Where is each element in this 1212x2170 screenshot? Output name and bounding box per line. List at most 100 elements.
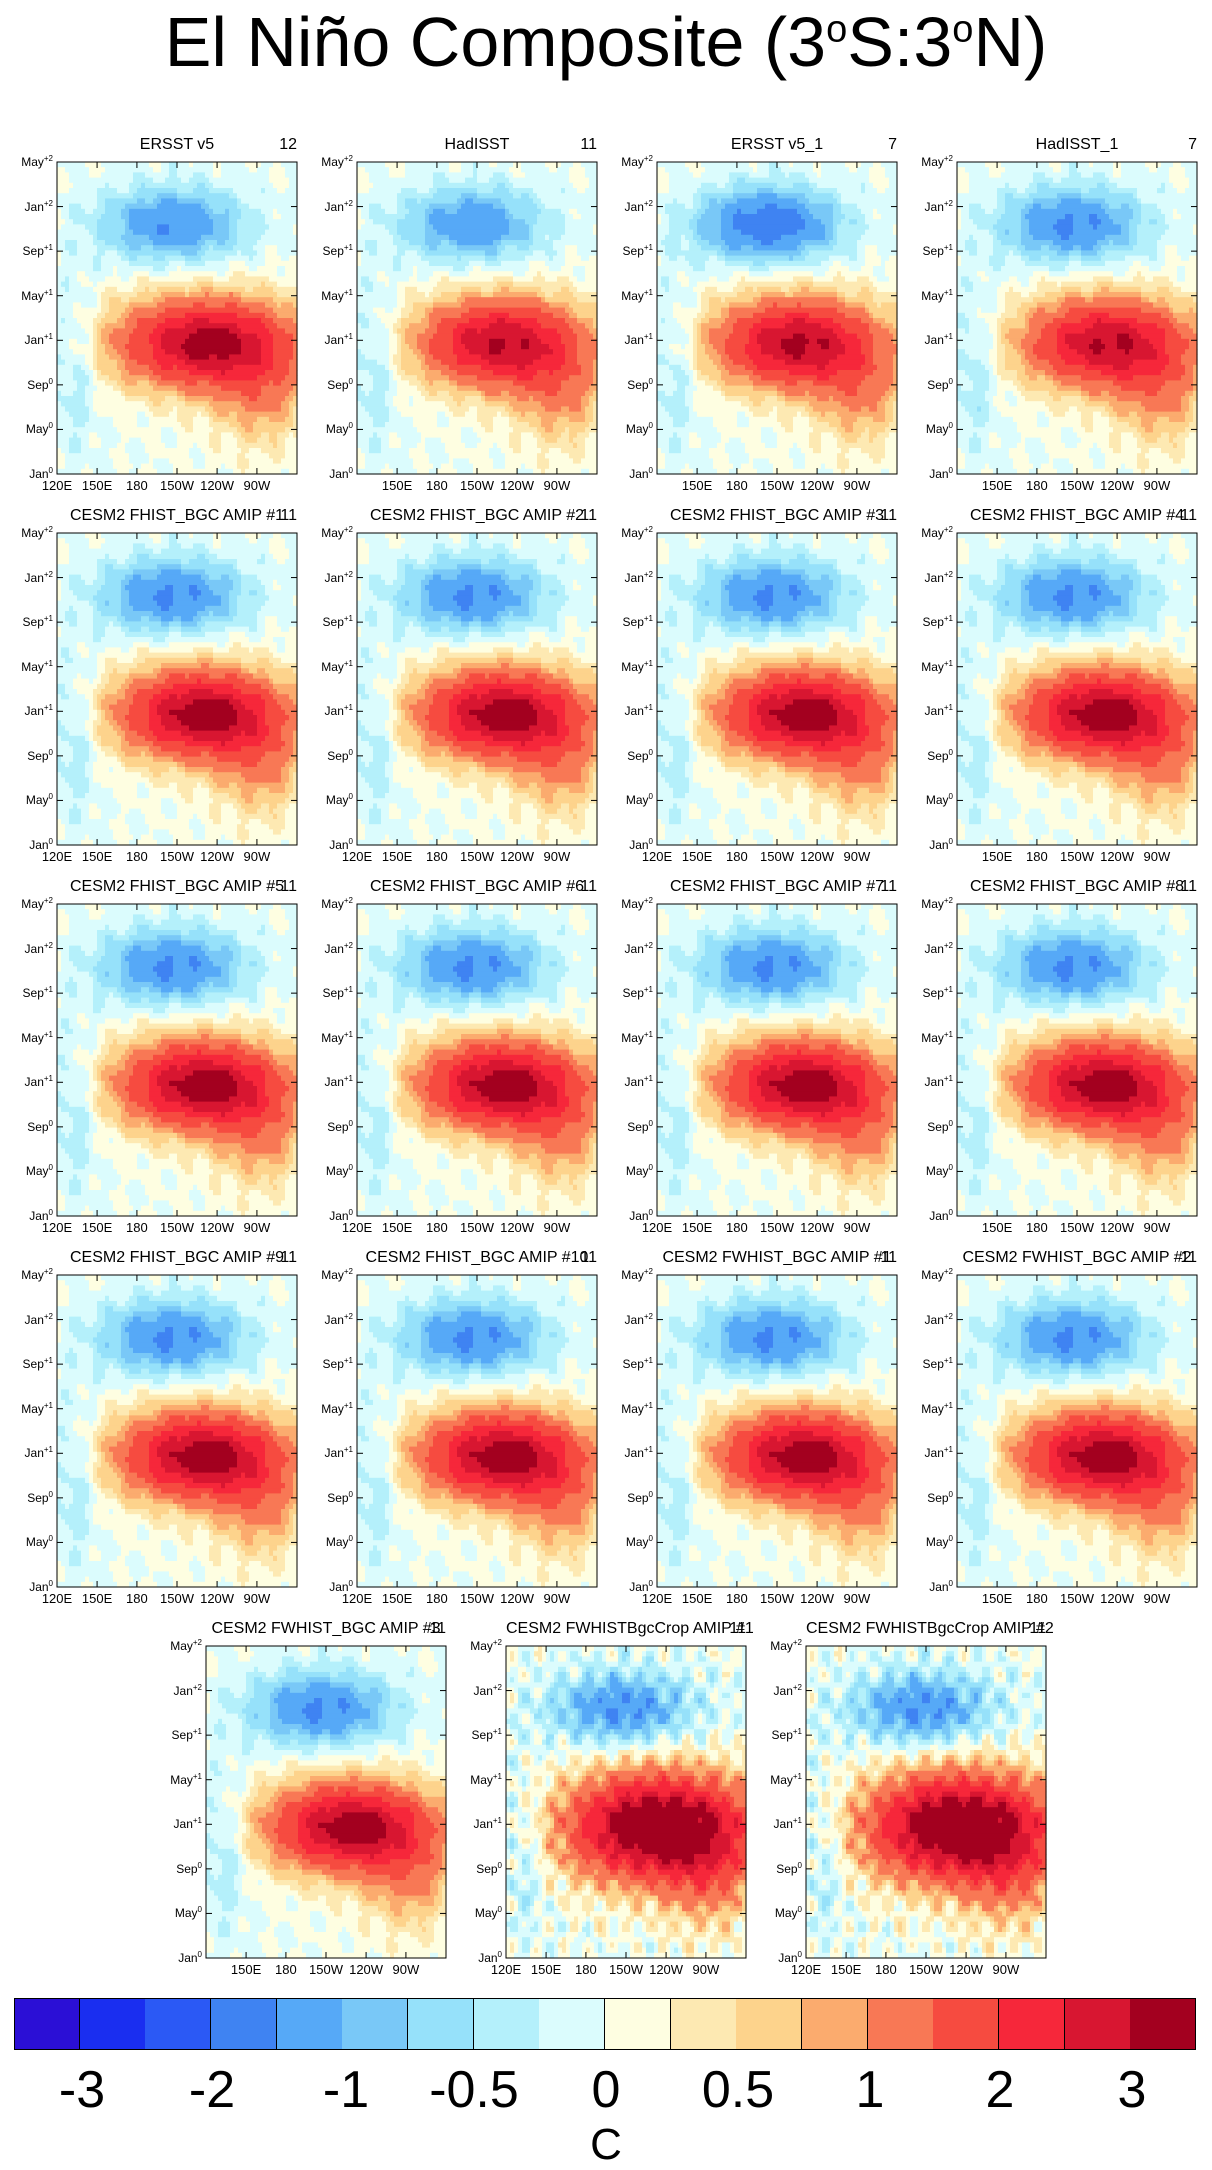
field-cell <box>217 417 222 423</box>
field-cell <box>421 464 426 470</box>
field-cell <box>257 334 262 340</box>
field-cell <box>177 287 182 293</box>
field-cell <box>289 406 294 412</box>
field-cell <box>373 339 378 345</box>
field-cell <box>69 375 74 381</box>
field-cell <box>61 375 66 381</box>
field-cell <box>165 230 170 236</box>
field-cell <box>177 406 182 412</box>
field-cell <box>121 443 126 449</box>
field-cell <box>141 188 146 194</box>
field-cell <box>425 380 430 386</box>
field-cell <box>417 334 422 340</box>
field-cell <box>101 354 106 360</box>
field-cell <box>165 443 170 449</box>
field-cell <box>381 313 386 319</box>
field-cell <box>65 183 70 189</box>
field-cell <box>277 453 282 459</box>
field-cell <box>209 464 214 470</box>
field-cell <box>177 432 182 438</box>
field-cell <box>373 360 378 366</box>
field-cell <box>261 214 266 220</box>
field-cell <box>225 453 230 459</box>
field-cell <box>173 261 178 267</box>
field-cell <box>377 219 382 225</box>
field-cell <box>437 214 442 220</box>
field-cell <box>237 375 242 381</box>
field-cell <box>201 209 206 215</box>
field-cell <box>213 375 218 381</box>
field-cell <box>241 188 246 194</box>
field-cell <box>89 204 94 210</box>
field-cell <box>245 458 250 464</box>
field-cell <box>373 380 378 386</box>
field-cell <box>137 276 142 282</box>
field-cell <box>89 183 94 189</box>
field-cell <box>153 178 158 184</box>
field-cell <box>149 448 154 454</box>
field-cell <box>241 313 246 319</box>
field-cell <box>397 339 402 345</box>
field-cell <box>161 406 166 412</box>
field-cell <box>133 339 138 345</box>
field-cell <box>157 198 162 204</box>
field-cell <box>253 178 258 184</box>
field-cell <box>253 438 258 444</box>
field-cell <box>197 235 202 241</box>
field-cell <box>277 318 282 324</box>
field-cell <box>61 334 66 340</box>
field-cell <box>137 297 142 303</box>
field-cell <box>109 219 114 225</box>
field-cell <box>257 256 262 262</box>
field-cell <box>101 188 106 194</box>
field-cell <box>237 406 242 412</box>
field-cell <box>81 396 86 402</box>
field-cell <box>169 339 174 345</box>
field-cell <box>61 214 66 220</box>
field-cell <box>429 422 434 428</box>
field-cell <box>177 250 182 256</box>
field-cell <box>365 354 370 360</box>
field-cell <box>93 323 98 329</box>
field-cell <box>189 375 194 381</box>
field-cell <box>421 178 426 184</box>
field-cell <box>113 328 118 334</box>
field-cell <box>217 204 222 210</box>
field-cell <box>93 193 98 199</box>
field-cell <box>153 224 158 230</box>
field-cell <box>65 240 70 246</box>
field-cell <box>433 245 438 251</box>
field-cell <box>69 230 74 236</box>
field-cell <box>117 193 122 199</box>
field-cell <box>85 235 90 241</box>
field-cell <box>381 375 386 381</box>
field-cell <box>141 334 146 340</box>
field-cell <box>441 464 446 470</box>
field-cell <box>241 339 246 345</box>
field-cell <box>425 297 430 303</box>
field-cell <box>137 380 142 386</box>
field-cell <box>65 323 70 329</box>
field-cell <box>133 422 138 428</box>
field-cell <box>413 349 418 355</box>
field-cell <box>73 178 78 184</box>
field-cell <box>433 349 438 355</box>
field-cell <box>257 313 262 319</box>
field-cell <box>441 396 446 402</box>
field-cell <box>149 204 154 210</box>
field-cell <box>277 406 282 412</box>
field-cell <box>277 339 282 345</box>
field-cell <box>253 422 258 428</box>
field-cell <box>77 438 82 444</box>
field-cell <box>105 354 110 360</box>
field-cell <box>401 204 406 210</box>
field-cell <box>377 406 382 412</box>
field-cell <box>281 250 286 256</box>
field-cell <box>241 438 246 444</box>
field-cell <box>165 219 170 225</box>
field-cell <box>213 417 218 423</box>
field-cell <box>121 162 126 168</box>
field-cell <box>221 209 226 215</box>
field-cell <box>385 406 390 412</box>
field-cell <box>433 406 438 412</box>
